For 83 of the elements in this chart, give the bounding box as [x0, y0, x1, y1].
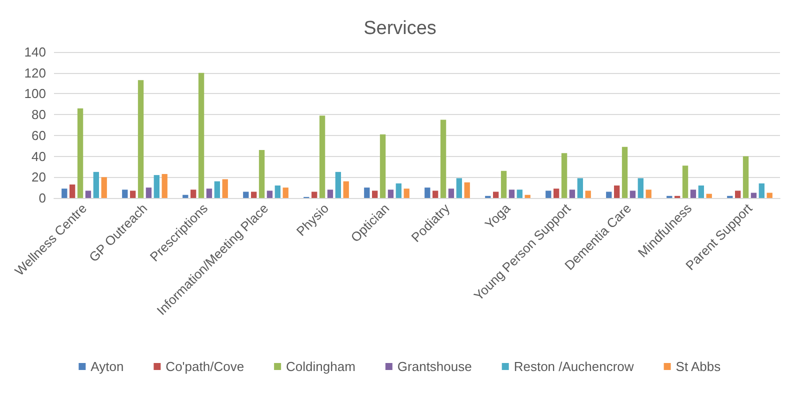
- bar: [706, 194, 712, 198]
- bar: [516, 190, 522, 198]
- y-tick-label: 60: [32, 128, 46, 143]
- bar: [312, 192, 318, 198]
- bar: [524, 194, 530, 198]
- y-tick-label: 80: [32, 107, 46, 122]
- bar: [388, 190, 394, 198]
- bar: [698, 185, 704, 198]
- bar: [93, 172, 99, 198]
- bar: [622, 146, 628, 198]
- bar: [335, 172, 341, 198]
- legend-label: Coldingham: [286, 359, 356, 374]
- bar: [500, 170, 507, 198]
- bar: [266, 190, 273, 198]
- bar: [274, 185, 280, 198]
- bar: [758, 183, 764, 198]
- bar: [258, 150, 265, 198]
- bar: [456, 178, 462, 198]
- bar: [70, 184, 76, 198]
- y-tick-label: 0: [38, 190, 46, 206]
- bar: [182, 194, 188, 198]
- bar: [690, 190, 696, 198]
- bar: [122, 190, 128, 198]
- bar: [380, 134, 386, 198]
- bar: [546, 190, 552, 198]
- bar: [585, 190, 591, 198]
- bar: [638, 178, 644, 198]
- bar: [404, 188, 410, 198]
- bar: [493, 192, 499, 198]
- bar: [750, 192, 757, 198]
- y-tick-label: 140: [24, 44, 46, 60]
- bar: [448, 188, 454, 198]
- y-tick-label: 120: [24, 65, 46, 80]
- bar: [251, 192, 257, 198]
- bar: [243, 192, 249, 198]
- bar: [766, 192, 772, 198]
- bar: [214, 181, 220, 198]
- bar: [327, 190, 334, 198]
- bar: [577, 178, 583, 198]
- bar: [554, 188, 560, 198]
- bar: [138, 80, 144, 198]
- bar: [606, 192, 612, 198]
- bar: [569, 190, 576, 198]
- bar: [735, 190, 741, 198]
- bar: [646, 190, 652, 198]
- bar: [630, 190, 636, 198]
- bar: [682, 166, 688, 198]
- bar: [162, 174, 168, 198]
- bar: [424, 188, 430, 198]
- bar: [464, 182, 470, 198]
- legend-label: Ayton: [90, 359, 124, 374]
- bar: [206, 188, 212, 198]
- y-tick-label: 20: [32, 170, 46, 185]
- bar: [319, 116, 326, 198]
- bar: [130, 190, 136, 198]
- bar: [614, 185, 620, 198]
- bar: [198, 72, 204, 198]
- legend-label: Reston /Auchencrow: [514, 359, 634, 374]
- bar: [222, 179, 228, 198]
- bar: [561, 153, 568, 198]
- bar: [343, 181, 349, 198]
- bar: [396, 183, 402, 198]
- bar: [364, 188, 370, 198]
- bar: [372, 190, 378, 198]
- bar: [85, 190, 92, 198]
- bar: [190, 190, 196, 198]
- y-tick-label: 100: [24, 86, 46, 102]
- bar: [154, 175, 160, 198]
- bar: [440, 120, 446, 198]
- chart-title: Services: [364, 18, 436, 39]
- legend-label: Co'path/Cove: [166, 359, 244, 374]
- y-tick-label: 40: [32, 148, 46, 164]
- bar: [282, 188, 288, 198]
- legend-label: St Abbs: [676, 359, 722, 374]
- bar: [432, 190, 438, 198]
- bar: [742, 156, 749, 198]
- bar: [62, 188, 68, 198]
- bar: [508, 190, 515, 198]
- x-tick-label: Yoga: [482, 200, 514, 232]
- bar: [146, 188, 152, 198]
- legend-label: Grantshouse: [397, 359, 472, 374]
- bar: [77, 108, 84, 198]
- bar: [101, 177, 107, 198]
